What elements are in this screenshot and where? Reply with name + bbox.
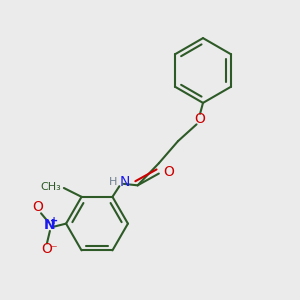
Text: ⁻: ⁻ bbox=[50, 244, 57, 256]
Text: O: O bbox=[41, 242, 52, 256]
Text: O: O bbox=[33, 200, 44, 214]
Text: CH₃: CH₃ bbox=[40, 182, 61, 191]
Text: +: + bbox=[50, 216, 58, 226]
Text: O: O bbox=[163, 165, 174, 179]
Text: H: H bbox=[109, 177, 117, 188]
Text: N: N bbox=[44, 218, 56, 232]
Text: N: N bbox=[119, 176, 130, 189]
Text: O: O bbox=[195, 112, 206, 126]
